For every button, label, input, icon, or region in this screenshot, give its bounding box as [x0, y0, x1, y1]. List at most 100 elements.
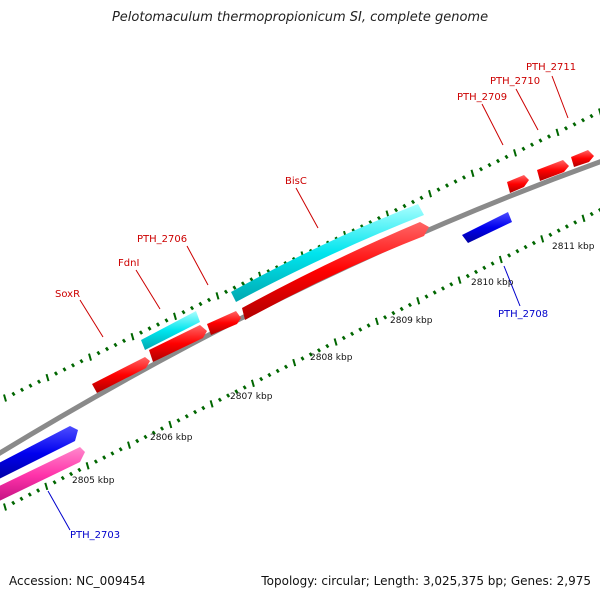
inner-tick — [383, 315, 388, 320]
inner-tick — [457, 276, 462, 284]
inner-tick — [407, 302, 412, 308]
outer-tick — [580, 118, 586, 123]
inner-tick — [292, 358, 297, 367]
outer-tick — [436, 187, 441, 192]
outer-tick — [11, 391, 16, 397]
inner-tick — [366, 323, 371, 328]
tick-label-2806: 2806 kbp — [150, 433, 193, 443]
outer-tick — [487, 162, 492, 168]
outer-tick — [206, 297, 212, 303]
inner-tick — [507, 253, 512, 258]
gene-label-pth-2706: PTH_2706 — [137, 234, 187, 245]
outer-tick — [393, 207, 399, 213]
tick-label-2810: 2810 kbp — [471, 278, 514, 288]
outer-tick — [513, 149, 517, 157]
outer-tick — [495, 158, 501, 164]
genome-summary-text: Topology: circular; Length: 3,025,375 bp… — [261, 574, 591, 588]
inner-tick — [424, 294, 429, 299]
outer-tick — [189, 305, 195, 311]
gene-arrow-soxr[interactable] — [92, 357, 150, 393]
inner-tick — [531, 240, 536, 246]
inner-tick — [226, 393, 231, 398]
inner-tick — [465, 273, 470, 279]
inner-tick — [581, 214, 586, 223]
page-title: Pelotomaculum thermopropionicum SI, comp… — [111, 10, 489, 25]
gene-arrow-pth-2706[interactable] — [207, 311, 241, 335]
leader-line-soxr — [79, 299, 104, 338]
rna-feature-fdni[interactable] — [141, 311, 200, 350]
inner-tick — [118, 447, 123, 452]
outer-tick — [504, 154, 509, 160]
gene-arrow-pth-2708[interactable] — [462, 212, 512, 243]
gene-label-pth-2711: PTH_2711 — [526, 62, 576, 73]
gene-label-pth-2710: PTH_2710 — [490, 76, 540, 87]
gene-arrow-pth-2711[interactable] — [571, 150, 594, 167]
outer-tick — [470, 169, 475, 178]
outer-tick — [521, 146, 526, 151]
inner-tick — [573, 220, 578, 225]
outer-tick — [598, 108, 600, 116]
inner-tick — [473, 269, 479, 275]
inner-tick — [135, 438, 140, 444]
inner-tick — [432, 290, 437, 295]
outer-tick — [572, 122, 577, 127]
inner-tick — [69, 471, 74, 477]
inner-tick — [416, 297, 421, 305]
inner-tick — [193, 409, 198, 415]
outer-tick — [130, 332, 135, 341]
inner-tick — [234, 389, 239, 394]
tick-label-2811: 2811 kbp — [552, 242, 595, 252]
inner-tick — [143, 434, 148, 440]
inner-tick — [358, 327, 363, 332]
inner-tick — [3, 503, 7, 511]
inner-tick — [85, 462, 90, 470]
outer-tick — [155, 322, 161, 327]
outer-tick — [147, 326, 152, 331]
tick-label-2807: 2807 kbp — [230, 392, 273, 402]
inner-tick — [102, 455, 107, 460]
gene-label-fdni: FdnI — [118, 258, 139, 269]
inner-tick — [350, 331, 355, 336]
outer-tick — [173, 312, 177, 321]
inner-tick — [176, 418, 181, 423]
outer-tick — [240, 281, 246, 286]
outer-tick — [113, 342, 118, 348]
inner-tick — [597, 207, 600, 213]
leader-line-pth-2708 — [503, 265, 521, 307]
inner-tick — [391, 310, 396, 316]
outer-tick — [461, 175, 467, 180]
inner-tick — [93, 459, 98, 464]
inner-tick — [52, 480, 57, 485]
outer-tick — [478, 167, 484, 172]
outer-tick — [538, 138, 543, 143]
inner-tick — [11, 500, 16, 506]
outer-tick — [555, 128, 560, 137]
inner-tick — [151, 430, 156, 435]
inner-tick — [482, 265, 487, 270]
inner-tick — [36, 488, 41, 493]
gene-arrow-pth-2709[interactable] — [507, 175, 529, 193]
gene-arrow-pth-2710[interactable] — [537, 160, 569, 181]
inner-tick — [556, 228, 561, 233]
leader-line-pth-2706 — [186, 245, 209, 286]
outer-tick — [53, 371, 59, 376]
inner-tick — [564, 224, 569, 229]
leader-line-pth-2711 — [551, 75, 569, 119]
outer-tick — [62, 367, 67, 372]
inner-tick — [60, 475, 65, 481]
gene-bar-pth-2703-feature[interactable] — [0, 447, 85, 503]
gene-arrow-bisc[interactable] — [242, 222, 429, 320]
outer-tick — [198, 301, 203, 307]
inner-tick — [498, 255, 503, 264]
outer-tick — [96, 350, 101, 356]
inner-tick — [159, 426, 165, 431]
leader-line-pth-2703 — [47, 490, 71, 531]
rna-feature-bisc[interactable] — [231, 204, 424, 302]
gene-arrow-fdni[interactable] — [149, 325, 207, 362]
inner-tick — [19, 496, 24, 501]
inner-tick — [399, 306, 404, 312]
outer-tick — [589, 113, 594, 119]
gene-label-soxr: SoxR — [55, 289, 80, 300]
gene-arrow-pth-2703[interactable] — [0, 426, 78, 481]
